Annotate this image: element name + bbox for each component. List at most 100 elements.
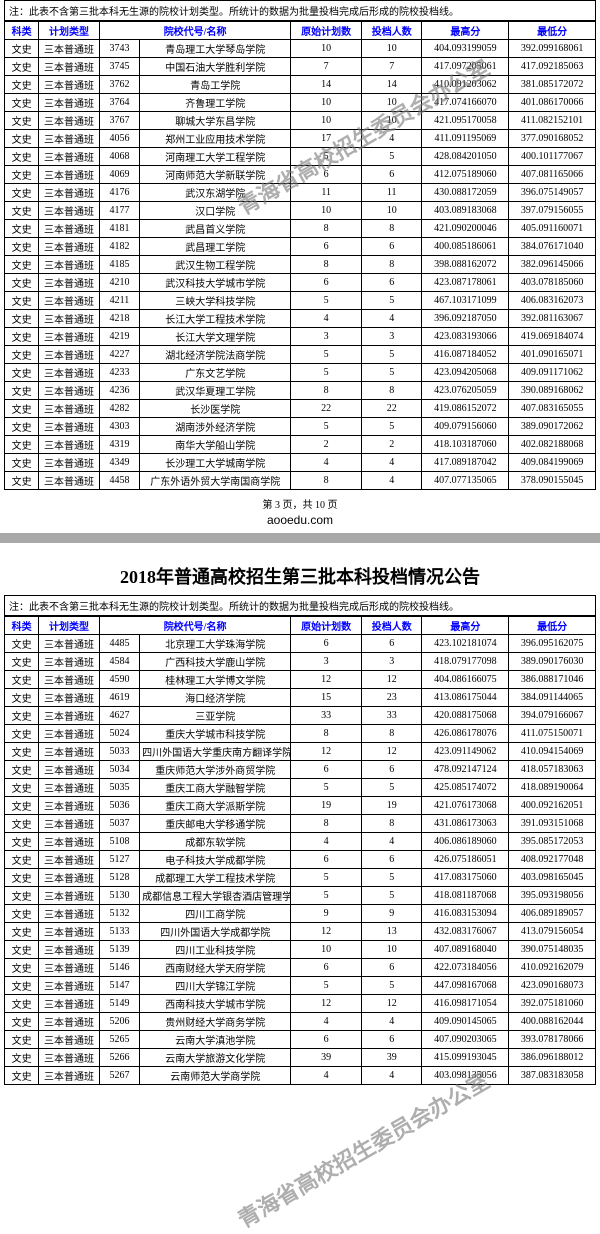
cell: 405.091160071	[509, 220, 596, 238]
note-text: 注：此表不含第三批本科无生源的院校计划类型。所统计的数据为批量投档完成后形成的院…	[4, 0, 596, 21]
cell: 5	[291, 346, 362, 364]
cell: 三本普通班	[39, 346, 100, 364]
cell: 4	[361, 310, 422, 328]
cell: 武汉东湖学院	[140, 184, 291, 202]
table-row: 文史三本普通班5128成都理工大学工程技术学院55417.08317506040…	[5, 869, 596, 887]
cell: 文史	[5, 797, 39, 815]
cell: 三本普通班	[39, 166, 100, 184]
table-head: 科类计划类型院校代号/名称原始计划数投档人数最高分最低分	[5, 617, 596, 635]
col-cast: 投档人数	[361, 617, 422, 635]
cell: 413.086175044	[422, 689, 509, 707]
cell: 409.084199069	[509, 454, 596, 472]
cell: 4176	[99, 184, 139, 202]
table-row: 文史三本普通班4233广东文艺学院55423.094205068409.0911…	[5, 364, 596, 382]
cell: 422.073184056	[422, 959, 509, 977]
cell: 4218	[99, 310, 139, 328]
col-min: 最低分	[509, 22, 596, 40]
cell: 三本普通班	[39, 472, 100, 490]
cell: 393.078178066	[509, 1031, 596, 1049]
cell: 431.086173063	[422, 815, 509, 833]
table-row: 文史三本普通班5265云南大学滇池学院66407.090203065393.07…	[5, 1031, 596, 1049]
cell: 8	[291, 472, 362, 490]
cell: 416.083153094	[422, 905, 509, 923]
cell: 416.098171054	[422, 995, 509, 1013]
table-row: 文史三本普通班4176武汉东湖学院1111430.088172059396.07…	[5, 184, 596, 202]
table-row: 文史三本普通班5037重庆邮电大学移通学院88431.086173063391.…	[5, 815, 596, 833]
cell: 三本普通班	[39, 94, 100, 112]
cell: 文史	[5, 40, 39, 58]
cell: 389.090176030	[509, 653, 596, 671]
cell: 418.103187060	[422, 436, 509, 454]
cell: 396.092187050	[422, 310, 509, 328]
cell: 10	[291, 112, 362, 130]
table-row: 文史三本普通班4303湖南涉外经济学院55409.079156060389.09…	[5, 418, 596, 436]
cell: 文史	[5, 689, 39, 707]
cell: 6	[291, 635, 362, 653]
cell: 430.088172059	[422, 184, 509, 202]
cell: 三本普通班	[39, 689, 100, 707]
table-row: 文史三本普通班5146西南财经大学天府学院66422.073184056410.…	[5, 959, 596, 977]
cell: 9	[361, 905, 422, 923]
cell: 4458	[99, 472, 139, 490]
cell: 聊城大学东昌学院	[140, 112, 291, 130]
cell: 三本普通班	[39, 364, 100, 382]
cell: 云南师范大学商学院	[140, 1067, 291, 1085]
cell: 8	[361, 220, 422, 238]
cell: 411.075150071	[509, 725, 596, 743]
col-cast: 投档人数	[361, 22, 422, 40]
cell: 武汉生物工程学院	[140, 256, 291, 274]
page-4: 青海省高校招生委员会办公室 2018年普通高校招生第三批本科投档情况公告 注：此…	[0, 563, 600, 1085]
cell: 406.083162073	[509, 292, 596, 310]
col-school: 院校代号/名称	[99, 22, 291, 40]
table-row: 文史三本普通班3764齐鲁理工学院1010417.074166070401.08…	[5, 94, 596, 112]
cell: 湖南涉外经济学院	[140, 418, 291, 436]
cell: 403.098135056	[422, 1067, 509, 1085]
table-row: 文史三本普通班4185武汉生物工程学院88398.088162072382.09…	[5, 256, 596, 274]
cell: 重庆工商大学派斯学院	[140, 797, 291, 815]
cell: 文史	[5, 941, 39, 959]
cell: 10	[291, 941, 362, 959]
cell: 三本普通班	[39, 58, 100, 76]
table-head: 科类计划类型院校代号/名称原始计划数投档人数最高分最低分	[5, 22, 596, 40]
cell: 4	[361, 454, 422, 472]
cell: 15	[291, 689, 362, 707]
cell: 391.093151068	[509, 815, 596, 833]
page-title: 2018年普通高校招生第三批本科投档情况公告	[4, 563, 596, 589]
cell: 9	[291, 905, 362, 923]
cell: 三本普通班	[39, 310, 100, 328]
cell: 三本普通班	[39, 797, 100, 815]
cell: 39	[361, 1049, 422, 1067]
cell: 文史	[5, 184, 39, 202]
cell: 4185	[99, 256, 139, 274]
cell: 428.084201050	[422, 148, 509, 166]
cell: 文史	[5, 76, 39, 94]
cell: 406.086189060	[422, 833, 509, 851]
cell: 8	[361, 256, 422, 274]
cell: 文史	[5, 851, 39, 869]
cell: 13	[361, 923, 422, 941]
cell: 长沙医学院	[140, 400, 291, 418]
cell: 8	[291, 725, 362, 743]
cell: 三本普通班	[39, 671, 100, 689]
cell: 5033	[99, 743, 139, 761]
cell: 文史	[5, 959, 39, 977]
cell: 郑州工业应用技术学院	[140, 130, 291, 148]
cell: 6	[291, 238, 362, 256]
cell: 三本普通班	[39, 1031, 100, 1049]
cell: 6	[291, 851, 362, 869]
pager: 第 3 页，共 10 页	[4, 490, 596, 513]
cell: 4	[291, 310, 362, 328]
cell: 文史	[5, 707, 39, 725]
cell: 4236	[99, 382, 139, 400]
cell: 22	[291, 400, 362, 418]
table-row: 文史三本普通班4219长江大学文理学院33423.083193066419.06…	[5, 328, 596, 346]
cell: 三本普通班	[39, 707, 100, 725]
cell: 文史	[5, 148, 39, 166]
cell: 8	[361, 725, 422, 743]
cell: 4	[291, 1067, 362, 1085]
cell: 4181	[99, 220, 139, 238]
cell: 387.083183058	[509, 1067, 596, 1085]
cell: 四川工业科技学院	[140, 941, 291, 959]
table-row: 文史三本普通班5130成都信息工程大学银杏酒店管理学院55418.0811870…	[5, 887, 596, 905]
cell: 384.091144065	[509, 689, 596, 707]
